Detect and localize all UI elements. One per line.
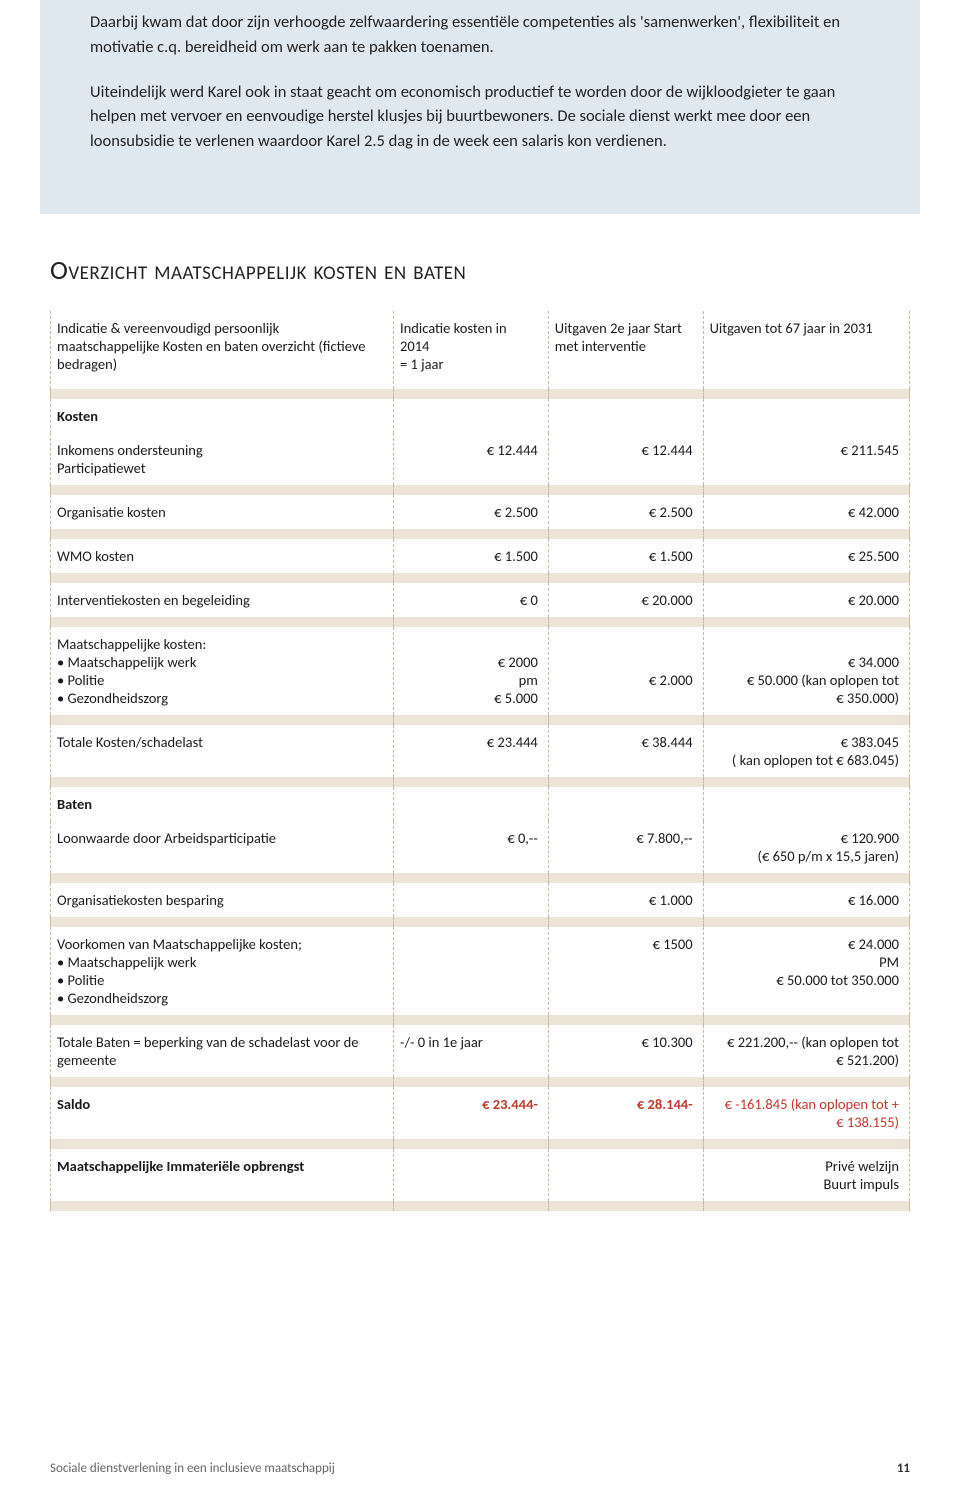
kosten-heading: Kosten — [50, 399, 394, 433]
immaterial-row: Maatschappelijke Immateriële opbrengst P… — [50, 1149, 910, 1201]
baten-heading: Baten — [50, 787, 394, 821]
page-number: 11 — [897, 1461, 910, 1476]
table-row: Maatschappelijke kosten: Maatschappelijk… — [50, 627, 910, 715]
table-row: WMO kosten € 1.500 € 1.500 € 25.500 — [50, 539, 910, 573]
table-row: Organisatiekosten besparing € 1.000 € 16… — [50, 883, 910, 917]
table-row: Organisatie kosten € 2.500 € 2.500 € 42.… — [50, 495, 910, 529]
table-row: Totale Kosten/schadelast € 23.444 € 38.4… — [50, 725, 910, 777]
table-row: Inkomens ondersteuningParticipatiewet € … — [50, 433, 910, 485]
intro-paragraph-2: Uiteindelijk werd Karel ook in staat gea… — [90, 80, 870, 154]
table-row: Totale Baten = beperking van de schadela… — [50, 1025, 910, 1077]
table-row: Interventiekosten en begeleiding € 0 € 2… — [50, 583, 910, 617]
col-header-1: Indicatie & vereenvoudigd persoonlijk ma… — [50, 311, 394, 389]
footer-text: Sociale dienstverlening in een inclusiev… — [50, 1461, 335, 1476]
table-row: Loonwaarde door Arbeidsparticipatie € 0,… — [50, 821, 910, 873]
saldo-row: Saldo € 23.444- € 28.144- € -161.845 (ka… — [50, 1087, 910, 1139]
page-footer: Sociale dienstverlening in een inclusiev… — [50, 1461, 910, 1476]
col-header-2: Indicatie kosten in 2014= 1 jaar — [394, 311, 549, 389]
col-header-4: Uitgaven tot 67 jaar in 2031 — [704, 311, 910, 389]
section-title: Overzicht maatschappelijk kosten en bate… — [50, 254, 910, 287]
table-row: Voorkomen van Maatschappelijke kosten; M… — [50, 927, 910, 1015]
intro-box: Daarbij kwam dat door zijn verhoogde zel… — [40, 0, 920, 214]
baten-heading-row: Baten — [50, 787, 910, 821]
table-header-row: Indicatie & vereenvoudigd persoonlijk ma… — [50, 311, 910, 389]
intro-paragraph-1: Daarbij kwam dat door zijn verhoogde zel… — [90, 10, 870, 60]
col-header-3: Uitgaven 2e jaar Startmet interventie — [549, 311, 704, 389]
kosten-heading-row: Kosten — [50, 399, 910, 433]
cost-benefit-table: Indicatie & vereenvoudigd persoonlijk ma… — [50, 311, 910, 1211]
